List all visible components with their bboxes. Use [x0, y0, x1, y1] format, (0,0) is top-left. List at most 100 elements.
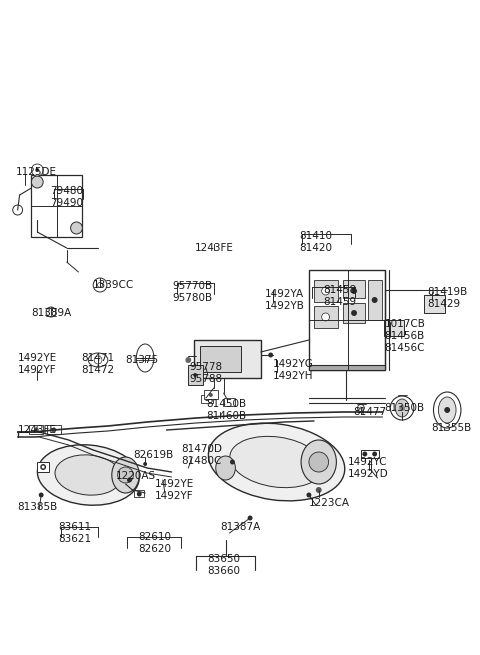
Circle shape: [372, 297, 378, 303]
Circle shape: [31, 176, 43, 188]
Ellipse shape: [438, 397, 456, 423]
Ellipse shape: [55, 455, 121, 495]
Bar: [343, 280, 365, 298]
Circle shape: [143, 462, 147, 466]
Bar: [384, 320, 404, 336]
Text: 82610
82620: 82610 82620: [138, 532, 171, 554]
Bar: [37, 462, 49, 472]
Text: 1243FE: 1243FE: [194, 243, 233, 253]
Text: 1125DE: 1125DE: [16, 167, 57, 177]
Ellipse shape: [216, 456, 235, 480]
Text: 81470D
81480C: 81470D 81480C: [181, 444, 222, 466]
Circle shape: [185, 357, 191, 363]
Bar: [368, 280, 383, 320]
Circle shape: [93, 278, 107, 292]
Text: 81375: 81375: [126, 355, 159, 365]
Circle shape: [51, 428, 56, 432]
Ellipse shape: [208, 423, 345, 501]
Circle shape: [358, 405, 364, 411]
Text: 1339CC: 1339CC: [93, 280, 134, 290]
Ellipse shape: [88, 353, 108, 367]
Bar: [201, 395, 213, 403]
Circle shape: [13, 205, 23, 215]
Ellipse shape: [230, 436, 324, 487]
Circle shape: [316, 487, 322, 493]
Bar: [194, 340, 261, 378]
Text: 81385B: 81385B: [18, 502, 58, 512]
Text: 81450B
81460B: 81450B 81460B: [206, 399, 246, 421]
Ellipse shape: [37, 445, 139, 505]
Circle shape: [351, 310, 357, 316]
Circle shape: [94, 356, 102, 364]
Text: 1220AS: 1220AS: [116, 471, 156, 481]
Bar: [204, 390, 218, 399]
Circle shape: [118, 467, 133, 483]
Text: 95778
95788: 95778 95788: [190, 362, 223, 384]
Bar: [309, 270, 385, 370]
Bar: [31, 175, 83, 237]
Circle shape: [46, 307, 56, 317]
Circle shape: [31, 164, 43, 176]
Text: 81477: 81477: [353, 407, 386, 417]
Circle shape: [390, 396, 414, 420]
Text: 82619B: 82619B: [133, 450, 174, 460]
Circle shape: [42, 466, 45, 468]
Circle shape: [362, 451, 367, 457]
Text: 81355B: 81355B: [432, 423, 472, 433]
Circle shape: [399, 405, 405, 411]
Bar: [424, 295, 445, 313]
Circle shape: [39, 493, 44, 498]
Ellipse shape: [136, 344, 154, 372]
Text: 1492YG
1492YH: 1492YG 1492YH: [273, 359, 313, 381]
Circle shape: [358, 405, 364, 411]
Ellipse shape: [433, 392, 461, 428]
Text: 1492YE
1492YF: 1492YE 1492YF: [155, 479, 194, 501]
Text: 1492YC
1492YD: 1492YC 1492YD: [348, 457, 389, 479]
Circle shape: [71, 222, 83, 234]
Circle shape: [322, 287, 330, 295]
Text: 79480
79490: 79480 79490: [50, 186, 83, 208]
Circle shape: [34, 428, 39, 432]
Text: 81410
81420: 81410 81420: [300, 231, 332, 253]
Ellipse shape: [112, 457, 139, 493]
Circle shape: [36, 168, 39, 172]
Circle shape: [205, 397, 209, 401]
Text: 81458
81459: 81458 81459: [324, 285, 357, 307]
Text: 1223CA: 1223CA: [309, 498, 350, 508]
Bar: [134, 490, 144, 497]
Bar: [29, 425, 43, 434]
Circle shape: [248, 515, 252, 521]
Text: 83650
83660: 83650 83660: [207, 554, 240, 576]
Bar: [314, 306, 338, 328]
Circle shape: [230, 460, 235, 464]
Circle shape: [360, 407, 362, 409]
Circle shape: [268, 352, 273, 358]
Text: 81419B
81429: 81419B 81429: [428, 287, 468, 309]
Circle shape: [97, 282, 103, 288]
Circle shape: [137, 491, 142, 496]
Ellipse shape: [395, 399, 409, 417]
Text: 83611
83621: 83611 83621: [58, 522, 91, 544]
Bar: [200, 346, 241, 372]
Bar: [314, 280, 338, 302]
Circle shape: [444, 407, 450, 413]
Circle shape: [97, 282, 103, 288]
Text: 1492YE
1492YF: 1492YE 1492YF: [18, 353, 57, 375]
Circle shape: [322, 313, 330, 321]
Circle shape: [309, 452, 328, 472]
Bar: [188, 365, 203, 385]
Circle shape: [322, 313, 330, 321]
Text: 1243FE: 1243FE: [18, 425, 57, 435]
Circle shape: [351, 288, 357, 294]
Circle shape: [49, 310, 53, 314]
Text: 95770B
95780B: 95770B 95780B: [172, 281, 212, 303]
Bar: [309, 365, 385, 370]
Circle shape: [209, 393, 213, 397]
Bar: [47, 425, 61, 434]
Text: 81387A: 81387A: [221, 522, 261, 532]
Text: 81471
81472: 81471 81472: [82, 353, 115, 375]
Circle shape: [193, 373, 197, 377]
Text: 81350B: 81350B: [384, 403, 425, 413]
Bar: [343, 303, 365, 323]
Circle shape: [306, 493, 312, 498]
